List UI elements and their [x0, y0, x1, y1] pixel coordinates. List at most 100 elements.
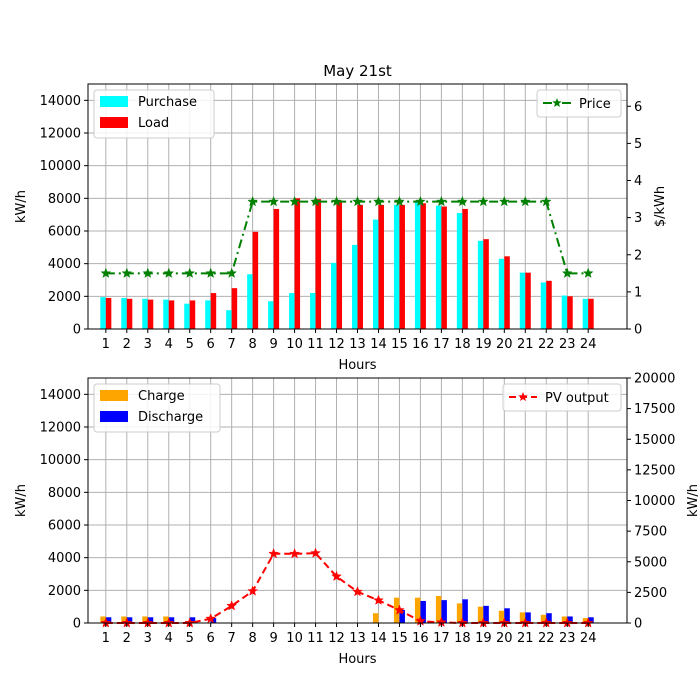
x-tick-label: 22 — [538, 631, 555, 646]
y2-tick-label: 12500 — [634, 463, 675, 478]
y-tick-label: 10000 — [40, 159, 81, 174]
marker-price — [121, 267, 133, 278]
legend-marker — [518, 392, 528, 402]
x-tick-label: 5 — [186, 631, 194, 646]
bar-purchase — [561, 295, 568, 329]
y-tick-label: 2000 — [48, 290, 81, 305]
bar-purchase — [582, 298, 589, 329]
bar-purchase — [163, 299, 169, 329]
marker-pv-output — [226, 600, 238, 611]
marker-pv-output — [289, 548, 301, 559]
x-tick-label: 10 — [286, 337, 303, 352]
bar-load — [105, 297, 112, 329]
bar-load — [462, 208, 468, 329]
x-tick-label: 6 — [207, 631, 215, 646]
marker-price — [163, 267, 175, 278]
y2-tick-label: 10000 — [634, 494, 675, 509]
y-tick-label: 12000 — [40, 421, 81, 436]
y-tick-label: 14000 — [40, 388, 81, 403]
bar-charge — [435, 596, 442, 623]
marker-price — [100, 267, 112, 278]
legend-marker — [552, 98, 562, 108]
y-axis-label: kW/h — [14, 190, 29, 223]
bar-purchase — [289, 293, 295, 329]
legend-box — [502, 383, 622, 412]
bar-purchase — [393, 204, 400, 329]
y-tick-label: 4000 — [48, 551, 81, 566]
bar-load — [588, 298, 594, 329]
marker-price — [310, 195, 321, 207]
x-tick-label: 7 — [228, 337, 236, 352]
x-tick-label: 18 — [454, 631, 471, 646]
x-tick-label: 8 — [248, 337, 256, 352]
y2-tick-label: 20000 — [634, 372, 675, 387]
x-tick-label: 10 — [286, 631, 303, 646]
legend-swatch — [100, 96, 128, 107]
legend-swatch — [100, 411, 128, 422]
x-tick-label: 14 — [370, 631, 387, 646]
chart-title: May 21st — [323, 62, 392, 80]
bar-load — [399, 204, 405, 329]
marker-price — [205, 267, 217, 278]
bar-load — [147, 299, 154, 329]
y2-tick-label: 5000 — [634, 555, 667, 570]
x-tick-label: 4 — [165, 337, 173, 352]
bar-load — [315, 199, 322, 329]
x-tick-label: 23 — [559, 631, 576, 646]
x-tick-label: 16 — [412, 631, 429, 646]
marker-pv-output — [373, 594, 384, 605]
legend-label: Price — [579, 97, 611, 112]
bar-discharge — [399, 609, 405, 623]
line-price — [105, 200, 589, 275]
x-tick-label: 1 — [102, 337, 110, 352]
bar-purchase — [477, 240, 484, 329]
x-axis-label: Hours — [338, 358, 376, 373]
marker-price — [519, 195, 531, 207]
x-tick-label: 24 — [580, 631, 597, 646]
y2-tick-label: 15000 — [634, 433, 675, 448]
bar-discharge — [567, 616, 573, 623]
bar-discharge — [126, 617, 133, 623]
marker-price — [352, 195, 363, 207]
y-tick-label: 0 — [73, 617, 81, 632]
x-tick-label: 3 — [144, 631, 152, 646]
marker-price — [394, 195, 405, 207]
y2-tick-label: 6 — [634, 100, 642, 115]
bar-discharge — [504, 608, 510, 623]
bar-discharge — [546, 613, 552, 623]
bar-load — [126, 298, 133, 329]
marker-price — [184, 267, 196, 278]
bar-discharge — [105, 617, 112, 623]
bar-discharge — [189, 617, 196, 623]
x-tick-label: 15 — [391, 337, 408, 352]
marker-price — [456, 195, 468, 207]
bar-charge — [163, 616, 169, 623]
chart-panel-1: 0200040006000800010000120001400001234561… — [14, 62, 668, 373]
x-tick-label: 3 — [144, 337, 152, 352]
x-tick-label: 14 — [370, 337, 387, 352]
x-tick-label: 1 — [102, 631, 110, 646]
marker-price — [373, 195, 384, 207]
legend-label: Charge — [138, 389, 185, 404]
x-tick-label: 11 — [307, 337, 324, 352]
x-tick-label: 20 — [496, 337, 513, 352]
y-tick-label: 6000 — [48, 225, 81, 240]
bar-load — [441, 206, 447, 329]
y2-tick-label: 5 — [634, 137, 642, 152]
x-tick-label: 2 — [123, 337, 131, 352]
legend-label: Load — [138, 116, 169, 131]
bar-load — [378, 204, 384, 329]
bar-charge — [477, 606, 484, 623]
bar-discharge — [483, 605, 489, 623]
legend-label: Discharge — [138, 410, 203, 425]
bar-purchase — [142, 298, 148, 329]
x-tick-label: 21 — [517, 337, 534, 352]
y-tick-label: 0 — [73, 323, 81, 338]
y2-axis-label: kW/h — [686, 484, 700, 517]
x-tick-label: 21 — [517, 631, 534, 646]
bar-charge — [561, 616, 568, 623]
x-tick-label: 18 — [454, 337, 471, 352]
bar-charge — [456, 603, 463, 623]
y-tick-label: 10000 — [40, 453, 81, 468]
bar-charge — [142, 616, 148, 623]
